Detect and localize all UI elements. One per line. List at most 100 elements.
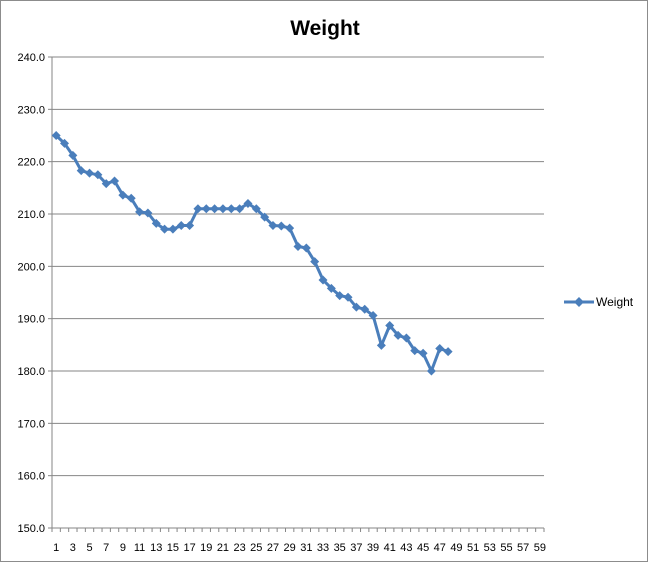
x-tick-label: 5: [86, 542, 92, 554]
legend-entry-weight: Weight: [596, 295, 634, 309]
data-point-26: [260, 212, 270, 222]
data-point-39: [368, 311, 378, 321]
data-point-29: [285, 223, 295, 233]
y-tick-label: 160.0: [17, 471, 45, 483]
data-point-15: [168, 224, 178, 234]
data-point-23: [235, 204, 245, 214]
x-tick-label: 15: [167, 542, 179, 554]
data-point-18: [193, 204, 203, 214]
y-tick-label: 180.0: [17, 366, 45, 378]
data-point-25: [251, 204, 261, 214]
y-tick-label: 230.0: [17, 104, 45, 116]
x-tick-label: 13: [150, 542, 162, 554]
data-point-44: [410, 346, 420, 356]
x-tick-label: 35: [334, 542, 346, 554]
data-point-30: [293, 241, 303, 251]
data-point-41: [385, 320, 395, 330]
x-tick-label: 45: [417, 542, 429, 554]
data-point-16: [176, 221, 186, 231]
legend-marker-icon: [574, 297, 584, 307]
x-tick-label: 11: [134, 542, 145, 554]
x-tick-label: 1: [53, 542, 59, 554]
data-point-45: [418, 348, 428, 358]
data-point-9: [118, 190, 128, 200]
x-tick-label: 49: [450, 542, 462, 554]
x-tick-label: 59: [534, 542, 546, 554]
x-tick-label: 21: [217, 542, 229, 554]
x-tick-label: 23: [234, 542, 246, 554]
x-tick-label: 53: [484, 542, 496, 554]
data-point-36: [343, 292, 353, 302]
x-tick-label: 41: [384, 542, 396, 554]
series-weight: [51, 131, 453, 376]
y-tick-label: 240.0: [17, 52, 45, 64]
x-tick-label: 37: [350, 542, 362, 554]
data-point-35: [335, 291, 345, 301]
data-point-5: [85, 168, 95, 178]
data-point-11: [135, 207, 145, 217]
x-axis-tick-labels: 1 3 5 7 9 11 13 15 17 19 21 23 25 27 29 31 33 35 37 39 41 43 4…: [53, 542, 546, 554]
data-point-4: [76, 166, 86, 176]
x-tick-label: 47: [434, 542, 446, 554]
data-point-33: [318, 275, 328, 285]
data-point-31: [301, 243, 311, 253]
data-point-3: [68, 150, 78, 160]
x-tick-label: 39: [367, 542, 379, 554]
x-tick-label: 33: [317, 542, 329, 554]
data-point-12: [143, 208, 153, 218]
data-point-7: [101, 179, 111, 189]
data-point-2: [60, 138, 70, 148]
y-tick-label: 170.0: [17, 418, 45, 430]
data-point-20: [210, 204, 220, 214]
data-point-46: [426, 366, 436, 376]
legend: Weight: [564, 295, 634, 309]
data-point-19: [201, 204, 211, 214]
x-tick-label: 31: [300, 542, 312, 554]
x-tick-label: 29: [284, 542, 296, 554]
x-tick-label: 27: [267, 542, 279, 554]
y-tick-label: 210.0: [17, 209, 45, 221]
x-tick-label: 7: [103, 542, 109, 554]
data-point-10: [126, 193, 136, 203]
data-point-1: [51, 131, 61, 140]
x-tick-label: 43: [400, 542, 412, 554]
data-point-28: [276, 221, 286, 231]
x-tick-label: 57: [517, 542, 529, 554]
data-point-38: [360, 304, 370, 314]
x-tick-label: 3: [70, 542, 76, 554]
data-point-8: [110, 176, 120, 186]
data-point-47: [435, 343, 445, 353]
grid-lines: [52, 56, 544, 529]
data-point-14: [160, 224, 170, 234]
data-point-24: [243, 199, 253, 209]
axes: [48, 56, 545, 532]
data-point-37: [351, 302, 361, 312]
data-point-34: [326, 283, 336, 293]
x-tick-label: 17: [183, 542, 195, 554]
data-point-21: [218, 204, 228, 214]
y-tick-label: 150.0: [17, 523, 45, 535]
series-line: [55, 134, 449, 373]
y-tick-label: 200.0: [17, 261, 45, 273]
data-point-40: [376, 340, 386, 350]
y-tick-label: 190.0: [17, 314, 45, 326]
data-point-42: [393, 330, 403, 340]
data-point-43: [401, 333, 411, 343]
x-tick-label: 55: [500, 542, 512, 554]
chart-title: Weight: [290, 17, 360, 40]
data-point-32: [310, 257, 320, 267]
x-tick-label: 9: [120, 542, 126, 554]
y-tick-label: 220.0: [17, 157, 45, 169]
data-point-6: [93, 170, 103, 180]
data-point-13: [151, 218, 161, 228]
data-point-22: [226, 204, 236, 214]
data-point-48: [443, 347, 453, 357]
x-tick-label: 25: [250, 542, 262, 554]
data-point-17: [185, 221, 195, 231]
y-axis-tick-labels: 150.0 160.0 170.0 180.0 190.0 200.0 210.0 220.0…: [17, 52, 45, 535]
x-tick-label: 19: [200, 542, 212, 554]
data-point-27: [268, 221, 278, 231]
x-tick-label: 51: [467, 542, 479, 554]
